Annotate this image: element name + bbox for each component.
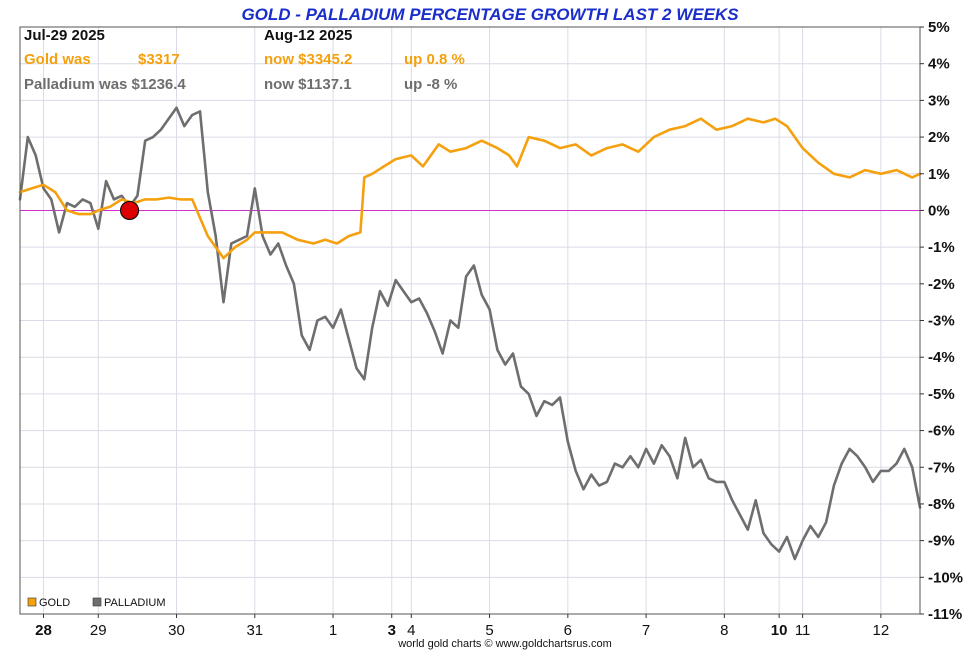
- x-tick-label: 29: [90, 622, 107, 639]
- header-start-date: Jul-29 2025: [24, 27, 105, 44]
- header-end-date: Aug-12 2025: [264, 27, 352, 44]
- y-tick-label: 5%: [928, 19, 950, 36]
- x-tick-label: 12: [873, 622, 890, 639]
- y-tick-label: -3%: [928, 313, 955, 330]
- y-tick-label: 2%: [928, 129, 950, 146]
- credit: world gold charts © www.goldchartsrus.co…: [397, 638, 612, 650]
- x-tick-label: 1: [329, 622, 337, 639]
- legend: GOLD PALLADIUM: [27, 597, 166, 609]
- y-tick-label: -9%: [928, 533, 955, 550]
- x-tick-label: 6: [564, 622, 572, 639]
- series-line-gold: [18, 117, 922, 260]
- y-tick-label: 1%: [928, 166, 950, 183]
- y-tick-label: -4%: [928, 349, 955, 366]
- y-tick-label: -7%: [928, 459, 955, 476]
- y-tick-label: -11%: [928, 606, 962, 623]
- series-lines: [18, 106, 922, 561]
- y-axis: 5% 4% 3% 2% 1% 0% -1% -2% -3% -4% -5% -6% -7% -8% -9% -…: [920, 19, 963, 623]
- y-tick-label: -6%: [928, 423, 955, 440]
- chart-title: GOLD - PALLADIUM PERCENTAGE GROWTH LAST …: [241, 5, 739, 24]
- y-tick-label: 4%: [928, 56, 950, 73]
- y-tick-label: -5%: [928, 386, 955, 403]
- header-palladium-change: up -8 %: [404, 76, 457, 93]
- y-tick-label: -1%: [928, 239, 955, 256]
- header-gold-change: up 0.8 %: [404, 51, 465, 68]
- start-marker: [119, 200, 140, 221]
- y-tick-label: 3%: [928, 92, 950, 109]
- x-tick-label: 3: [388, 622, 396, 639]
- legend-swatch-palladium: [92, 597, 102, 607]
- x-tick-label: 11: [795, 622, 811, 639]
- x-tick-label: 28: [35, 622, 52, 639]
- series-line-palladium: [18, 106, 922, 561]
- x-axis: 28 29 30 31 1 3 4 5 6 7 8 10 11 12: [35, 614, 889, 639]
- x-tick-label: 30: [168, 622, 185, 639]
- header-palladium-was: Palladium was $1236.4: [24, 76, 186, 93]
- header-gold-now: now $3345.2: [264, 51, 352, 68]
- y-tick-label: -2%: [928, 276, 955, 293]
- header-palladium-now: now $1137.1: [264, 76, 352, 93]
- x-tick-label: 5: [485, 622, 493, 639]
- x-tick-label: 8: [720, 622, 728, 639]
- legend-label-gold: GOLD: [39, 597, 70, 609]
- x-tick-label: 10: [771, 622, 788, 639]
- grid: [20, 26, 920, 615]
- header-gold-was: Gold was: [24, 51, 91, 68]
- x-tick-label: 7: [642, 622, 650, 639]
- x-tick-label: 4: [407, 622, 415, 639]
- x-tick-label: 31: [246, 622, 263, 639]
- legend-label-palladium: PALLADIUM: [104, 597, 166, 609]
- y-tick-label: -10%: [928, 569, 963, 586]
- header-gold-was-value: $3317: [138, 51, 180, 68]
- legend-swatch-gold: [27, 597, 37, 607]
- y-tick-label: -8%: [928, 496, 955, 513]
- y-tick-label: 0%: [928, 202, 950, 219]
